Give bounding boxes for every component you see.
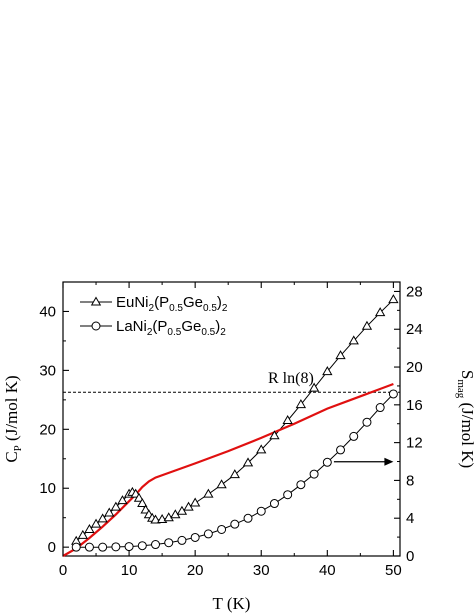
eu-data-point [90,518,102,528]
la-data-point [203,529,213,539]
eu-data-point [140,504,151,514]
eu-data-point [137,498,148,508]
la-data-point [296,480,306,490]
x-tick-label: 10 [121,562,138,579]
x-tick-label: 20 [187,562,204,579]
eu-data-point [242,457,254,467]
y-right-tick-label: 24 [406,321,423,338]
y-right-tick-label: 4 [406,510,414,527]
eu-data-point [388,294,399,304]
la-data-point [84,542,94,552]
eu-data-point [269,430,280,440]
y-right-tick-label: 8 [406,472,414,489]
y-right-tick-label: 12 [406,435,423,452]
y-right-tick-label: 0 [406,548,414,565]
la-data-point [336,445,346,455]
la-data-point [349,431,359,441]
legend-label: EuNi2(P0.5Ge0.5)2 [116,294,228,314]
eu-data-point [117,495,128,505]
right-axis-arrow-head [384,457,394,466]
la-data-point [124,542,134,552]
la-data-point [388,389,398,399]
la-data-point [362,417,372,427]
y-left-tick-label: 10 [39,480,56,497]
eu-data-point [150,514,161,524]
la-data-point [375,403,385,413]
legend-triangle-marker [90,296,102,306]
la-data-point [322,457,332,467]
eu-data-point [189,497,201,507]
la-data-point [283,490,293,500]
la-data-point [190,532,200,542]
x-tick-label: 30 [253,562,270,579]
eu-data-point [375,307,386,317]
la-data-point [269,499,279,509]
la-data-point [177,535,187,545]
la-data-point [71,542,81,552]
la-data-point [98,542,108,552]
eu-data-point [348,335,359,345]
eu-data-point [216,479,227,489]
eu-data-point [282,414,293,424]
eu-data-point [97,513,108,523]
la-data-point [111,542,121,552]
smag-red-curve [62,382,394,557]
y-left-axis-title: CP (J/mol K) [2,375,24,462]
eu-data-point [335,350,346,360]
eu-data-point [77,529,88,539]
rln8-label: R ln(8) [268,370,314,387]
la-data-point [256,506,266,516]
eu-data-point [308,382,320,392]
la-data-point [164,538,174,548]
eu-data-point [163,512,174,522]
la-data-point [137,541,147,551]
eu-data-point [322,366,333,376]
la-data-point [217,524,227,534]
legend-circle-marker [91,321,101,331]
y-right-tick-label: 16 [406,397,423,414]
y-right-tick-label: 28 [406,283,423,300]
eu-data-point [361,320,373,330]
plot-frame [62,281,401,557]
la-data-point [230,519,240,529]
y-left-tick-label: 30 [39,362,56,379]
x-tick-label: 0 [59,562,67,579]
legend-label: LaNi2(P0.5Ge0.5)2 [116,318,226,338]
x-axis-title: T (K) [213,594,251,613]
eu-data-point [84,523,95,533]
la-data-point [309,469,319,479]
eu-data-point [104,507,115,517]
y-right-tick-label: 20 [406,359,423,376]
y-left-tick-label: 0 [48,539,56,556]
eu-data-point [295,399,307,409]
y-left-tick-label: 20 [39,421,56,438]
x-tick-label: 50 [385,562,402,579]
eu-data-point [229,469,240,479]
la-data-point [151,540,161,550]
y-right-axis-title: Smag (J/mol K) [455,370,474,468]
x-tick-label: 40 [319,562,336,579]
eu-data-point [133,492,145,502]
eu-data-point [256,444,267,454]
eu-data-point [203,488,214,498]
eu-data-point [110,501,122,511]
la-data-point [243,513,253,523]
y-left-tick-label: 40 [39,303,56,320]
